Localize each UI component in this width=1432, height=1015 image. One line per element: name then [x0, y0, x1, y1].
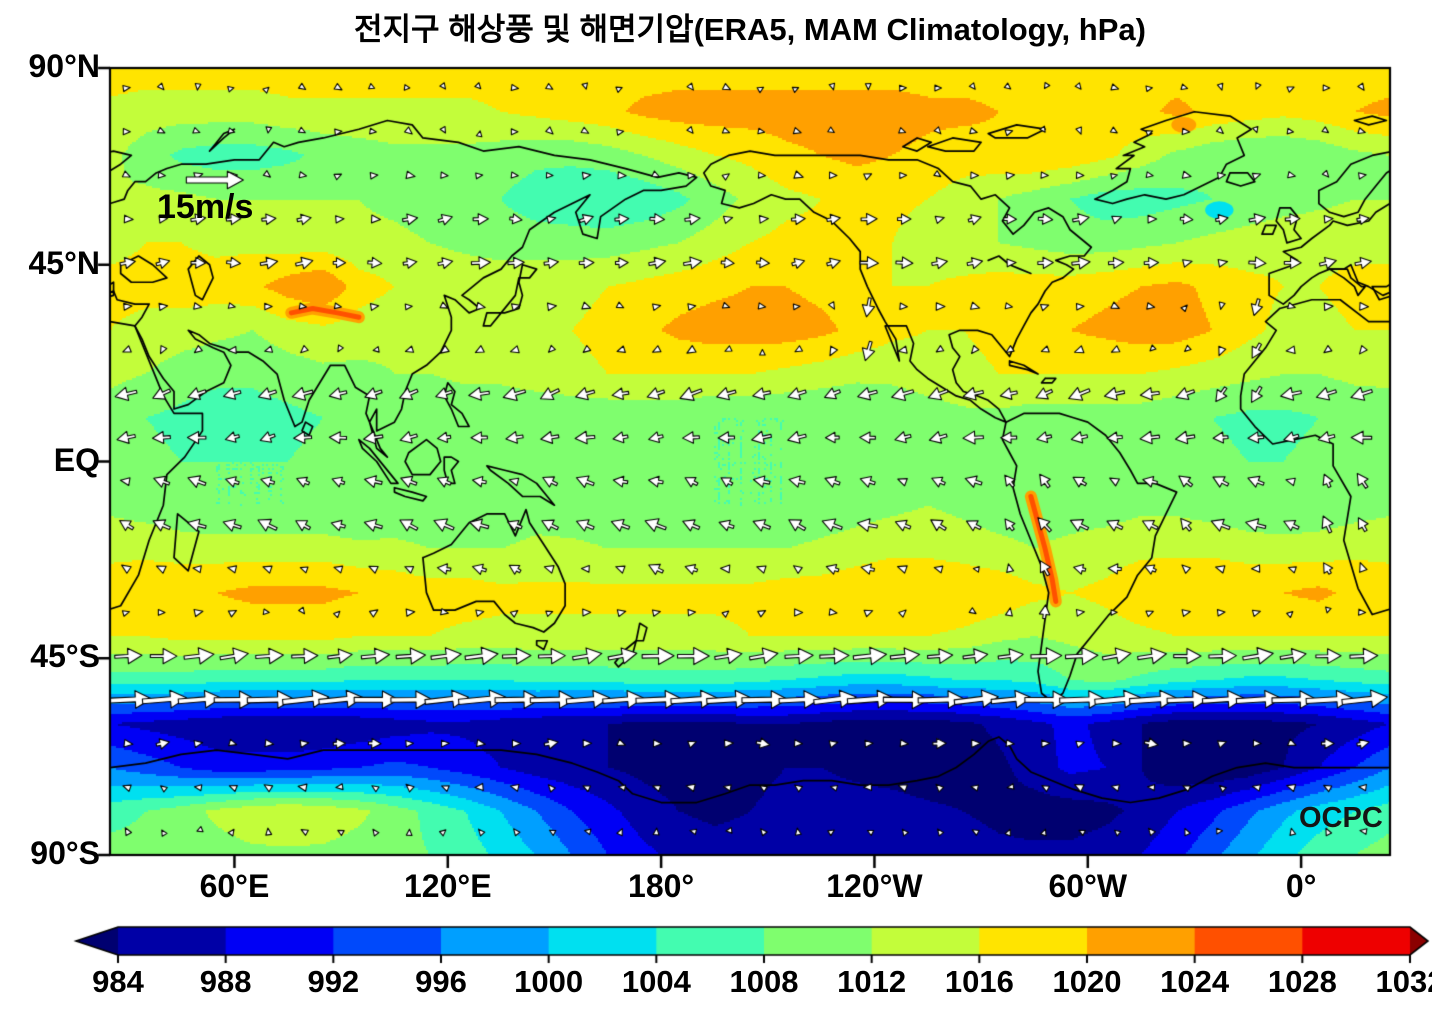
watermark-ocpc: OCPC — [1299, 802, 1383, 834]
x-axis-tick-label: 120°E — [404, 868, 492, 904]
y-axis-tick-label: 45°S — [30, 638, 100, 675]
colorbar-tick-label: 1028 — [1267, 964, 1337, 999]
y-axis-tick-label: EQ — [53, 441, 100, 478]
colorbar-tick-label: 1000 — [514, 964, 584, 999]
colorbar-tick-label: 984 — [92, 964, 144, 999]
x-axis-tick-label: 120°W — [826, 868, 923, 904]
y-axis-tick-label: 45°N — [28, 244, 101, 281]
x-axis-tick-label: 60°E — [199, 868, 270, 904]
colorbar-tick-label: 1016 — [944, 964, 1014, 999]
x-axis-tick-label: 180° — [628, 868, 695, 904]
colorbar-tick-label: 1020 — [1052, 964, 1122, 999]
colorbar-tick-label: 1008 — [729, 964, 799, 999]
x-axis-tick-label: 0° — [1285, 868, 1317, 904]
colorbar-tick-label: 1032 — [1375, 964, 1432, 999]
chart-title: 전지구 해상풍 및 해면기압(ERA5, MAM Climatology, hP… — [354, 12, 1146, 47]
colorbar-tick-label: 988 — [199, 964, 252, 999]
y-axis-tick-label: 90°N — [28, 48, 101, 84]
y-axis-tick-label: 90°S — [30, 835, 100, 871]
colorbar-tick-label: 1004 — [621, 964, 691, 999]
x-axis-tick-label: 60°W — [1048, 868, 1128, 904]
wind-scale-label: 15m/s — [157, 188, 254, 226]
colorbar-tick-label: 1012 — [837, 964, 907, 999]
colorbar-tick-label: 1024 — [1160, 964, 1230, 999]
colorbar-tick-label: 996 — [415, 964, 467, 999]
colorbar-tick-label: 992 — [307, 964, 360, 999]
